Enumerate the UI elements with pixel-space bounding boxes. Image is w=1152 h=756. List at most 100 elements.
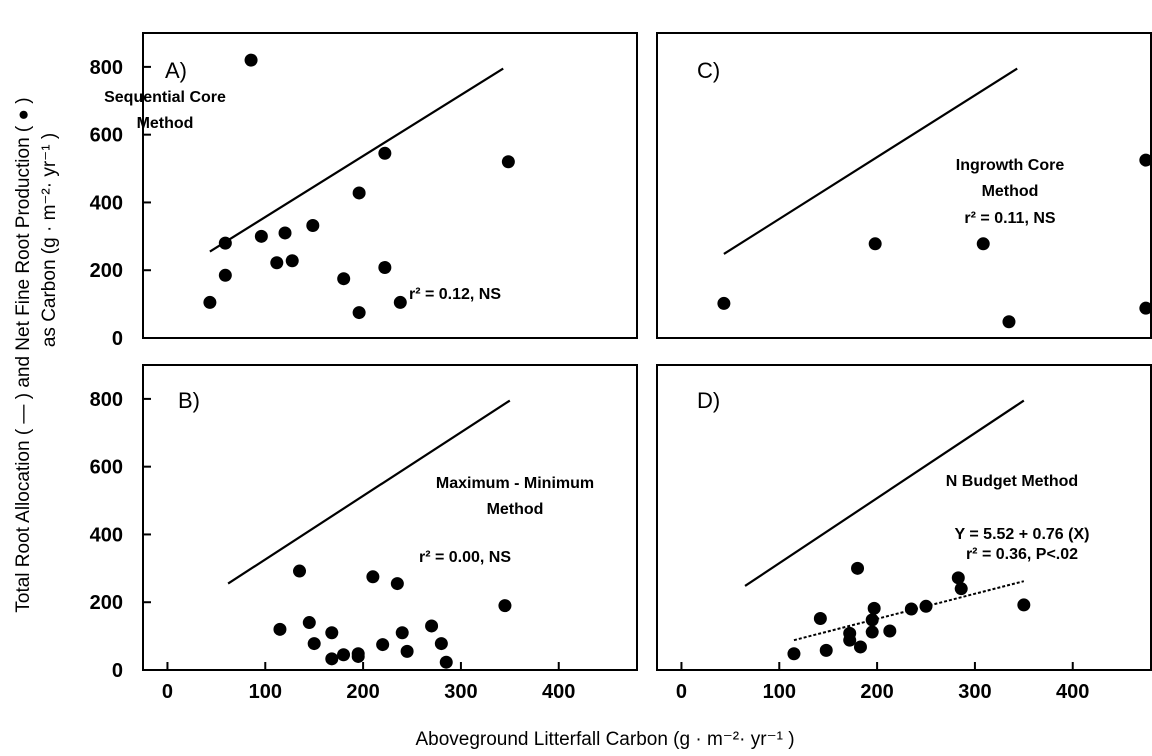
fine-root-production-point: [865, 625, 879, 639]
regression-line: [793, 580, 1025, 642]
fine-root-production-point: [865, 613, 879, 627]
panel-frame: [142, 364, 638, 671]
y-axis-title-line1: Total Root Allocation ( — ) and Net Fine…: [13, 97, 34, 612]
y-tick-label: 200: [90, 592, 123, 614]
fine-root-production-point: [278, 226, 292, 240]
y-axis-title-line2: as Carbon (g · m⁻²· yr⁻¹ ): [39, 133, 60, 347]
total-root-allocation-line: [227, 399, 511, 585]
panel-frame: [656, 364, 1152, 671]
x-tick-label: 400: [1056, 681, 1089, 703]
y-tick-label: 800: [90, 57, 123, 79]
panel-a: 0 200 400 600 800 A) Sequential Core Method r² =…: [90, 32, 638, 350]
fine-root-production-point: [325, 626, 339, 640]
y-tick-label: 800: [90, 389, 123, 411]
method-label: Ingrowth Core: [956, 157, 1065, 174]
fine-root-production-point: [787, 647, 801, 661]
panel-label: A): [165, 58, 187, 83]
fine-root-production-point: [1139, 301, 1152, 315]
x-tick-label: 200: [860, 681, 893, 703]
total-root-allocation-line: [209, 67, 504, 253]
total-root-allocation-line: [744, 399, 1025, 587]
x-tick-label: 300: [444, 681, 477, 703]
method-label: Sequential Core: [104, 89, 226, 106]
fine-root-production-point: [501, 155, 515, 169]
fine-root-production-point: [843, 633, 857, 647]
fine-root-production-point: [904, 602, 918, 616]
panel-frame: [142, 32, 638, 339]
fine-root-production-point: [337, 648, 351, 662]
fine-root-production-point: [307, 637, 321, 651]
panel-d: 0 100 200 300 400 D) N Budget Method Y = 5.52 +…: [656, 364, 1152, 703]
fine-root-production-point: [366, 570, 380, 584]
stats-label-line2: r² = 0.36, P<.02: [966, 546, 1078, 563]
fine-root-production-point: [270, 256, 284, 270]
x-tick-label: 200: [346, 681, 379, 703]
fine-root-production-point: [244, 53, 258, 67]
fine-root-production-point: [378, 261, 392, 275]
fine-root-production-point: [954, 582, 968, 596]
panels: 0 200 400 600 800 A) Sequential Core Method r² =…: [90, 32, 1152, 703]
method-label-line2: Method: [137, 115, 194, 132]
fine-root-production-point: [867, 601, 881, 615]
fine-root-production-point: [254, 229, 268, 243]
y-tick-label: 0: [112, 660, 123, 682]
fine-root-production-point: [1139, 153, 1152, 167]
x-tick-label: 400: [542, 681, 575, 703]
panel-label: D): [697, 388, 720, 413]
fine-root-production-point: [400, 644, 414, 658]
fine-root-production-point: [393, 295, 407, 309]
y-tick-label: 0: [112, 328, 123, 350]
method-label: Maximum - Minimum: [436, 475, 594, 492]
fine-root-production-point: [425, 619, 439, 633]
fine-root-production-point: [851, 561, 865, 575]
panel-c: C) Ingrowth Core Method r² = 0.11, NS: [656, 32, 1152, 339]
stats-label: r² = 0.00, NS: [419, 549, 511, 566]
fine-root-production-point: [390, 577, 404, 591]
fine-root-production-point: [813, 611, 827, 625]
total-root-allocation-line: [723, 67, 1018, 255]
fine-root-production-point: [306, 218, 320, 232]
fine-root-production-point: [951, 571, 965, 585]
panel-frame: [656, 32, 1152, 339]
fine-root-production-point: [853, 640, 867, 654]
x-axis-title: Aboveground Litterfall Carbon (g · m⁻²· …: [415, 729, 794, 750]
y-tick-label: 400: [90, 192, 123, 214]
x-tick-label: 100: [763, 681, 796, 703]
fine-root-production-point: [868, 237, 882, 251]
fine-root-production-point: [337, 272, 351, 286]
fine-root-production-point: [352, 186, 366, 200]
panel-label: B): [178, 388, 200, 413]
panel-b: 0 200 400 600 800 0 100 200 300 400 B) Maximum - Mi…: [90, 364, 638, 703]
y-tick-label: 400: [90, 524, 123, 546]
y-tick-label: 600: [90, 125, 123, 147]
fine-root-production-point: [376, 638, 390, 652]
method-label-line2: Method: [982, 183, 1039, 200]
fine-root-production-point: [395, 626, 409, 640]
fine-root-production-point: [293, 564, 307, 578]
fine-root-production-point: [717, 296, 731, 310]
fine-root-production-point: [203, 295, 217, 309]
fine-root-production-point: [218, 268, 232, 282]
fine-root-production-point: [218, 236, 232, 250]
fine-root-production-point: [302, 616, 316, 630]
fine-root-production-point: [273, 622, 287, 636]
y-tick-label: 600: [90, 457, 123, 479]
fine-root-production-point: [378, 146, 392, 160]
method-label: N Budget Method: [946, 473, 1078, 490]
y-tick-label: 200: [90, 260, 123, 282]
fine-root-production-point: [325, 652, 339, 666]
fine-root-production-point: [439, 655, 453, 669]
fine-root-production-point: [1002, 315, 1016, 329]
fine-root-production-point: [498, 599, 512, 613]
stats-label: Y = 5.52 + 0.76 (X): [955, 526, 1090, 543]
fine-root-production-point: [883, 624, 897, 638]
fine-root-production-point: [819, 643, 833, 657]
fine-root-production-point: [285, 254, 299, 268]
fine-root-production-point: [976, 237, 990, 251]
fine-root-production-point: [352, 306, 366, 320]
fine-root-production-point: [919, 599, 933, 613]
x-tick-label: 0: [162, 681, 173, 703]
panel-label: C): [697, 58, 720, 83]
stats-label: r² = 0.12, NS: [409, 286, 501, 303]
